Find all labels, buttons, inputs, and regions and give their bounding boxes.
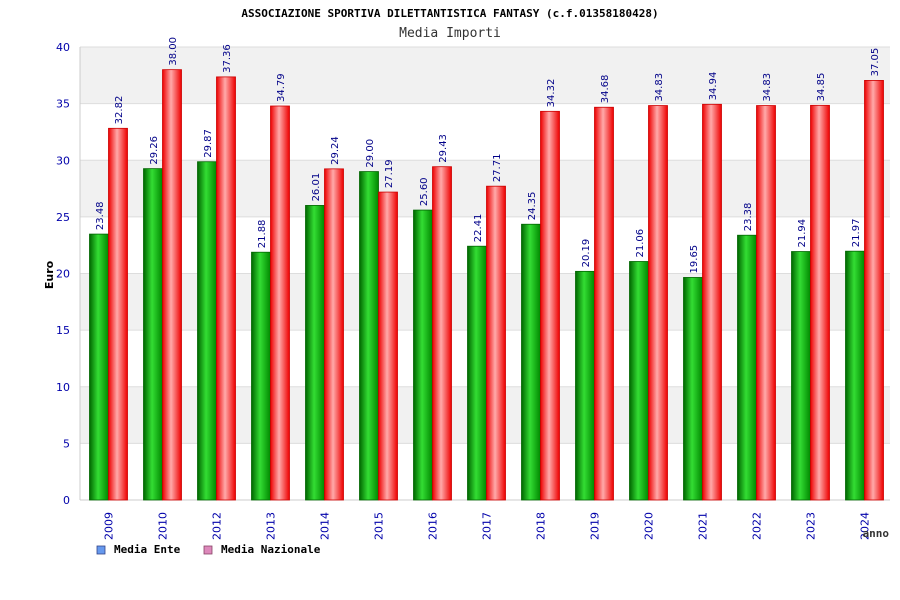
data-label: 23.48 (95, 201, 106, 230)
bar-nazionale-2015 (378, 191, 398, 501)
x-tick-label: 2022 (751, 512, 764, 540)
y-axis-label: Euro (43, 260, 56, 289)
grid-band (80, 47, 890, 104)
data-label: 21.97 (851, 219, 862, 248)
data-label: 26.01 (311, 173, 322, 202)
data-label: 34.68 (600, 75, 611, 104)
data-labels: 23.48 32.82 29.26 38.00 29.87 37.36 21.88 34.79… (95, 37, 881, 273)
bar-nazionale-2022 (756, 105, 776, 501)
data-label: 29.26 (149, 136, 160, 165)
chart-subtitle: Media Importi (399, 26, 501, 41)
data-label: 21.88 (257, 220, 268, 249)
x-axis-label: anno (863, 527, 890, 540)
bar-nazionale-2021 (702, 103, 722, 501)
data-label: 22.41 (473, 214, 484, 243)
x-tick-label: 2020 (643, 512, 656, 540)
x-tick-label: 2018 (535, 512, 548, 540)
data-label: 23.38 (743, 203, 754, 232)
bar-nazionale-2009 (108, 127, 128, 501)
data-label: 34.94 (708, 72, 719, 101)
data-label: 27.19 (384, 159, 395, 188)
bar-nazionale-2017 (486, 185, 506, 501)
chart-title: ASSOCIAZIONE SPORTIVA DILETTANTISTICA FA… (241, 7, 658, 20)
data-label: 34.85 (816, 73, 827, 102)
x-tick-label: 2017 (481, 512, 494, 540)
y-tick-label: 10 (56, 381, 70, 394)
data-label: 27.71 (492, 154, 503, 183)
x-tick-label: 2009 (103, 512, 116, 540)
bar-ente-2018 (521, 223, 541, 501)
x-tick-label: 2013 (265, 512, 278, 540)
y-tick-label: 5 (63, 437, 70, 450)
bar-ente-2021 (683, 277, 703, 501)
bar-ente-2009 (89, 233, 109, 501)
bar-nazionale-2018 (540, 110, 560, 501)
bar-nazionale-2023 (810, 104, 830, 501)
y-tick-label: 20 (56, 268, 70, 281)
y-tick-label: 15 (56, 324, 70, 337)
y-axis-ticks: 0 5 10 15 20 25 30 35 40 (56, 41, 70, 507)
data-label: 29.43 (438, 134, 449, 163)
data-label: 21.06 (635, 229, 646, 258)
data-label: 25.60 (419, 177, 430, 206)
data-label: 34.83 (762, 73, 773, 102)
x-tick-label: 2024 (859, 512, 872, 540)
data-label: 21.94 (797, 219, 808, 248)
data-label: 32.82 (114, 96, 125, 125)
bar-nazionale-2013 (270, 105, 290, 501)
data-label: 37.05 (870, 48, 881, 77)
bar-ente-2014 (305, 205, 325, 501)
bar-nazionale-2010 (162, 69, 182, 501)
data-label: 34.32 (546, 79, 557, 108)
legend-swatch-nazionale (203, 545, 213, 555)
data-label: 38.00 (168, 37, 179, 66)
x-tick-label: 2012 (211, 512, 224, 540)
data-label: 34.79 (276, 73, 287, 102)
data-label: 29.87 (203, 129, 214, 158)
x-tick-label: 2015 (373, 512, 386, 540)
bar-nazionale-2019 (594, 106, 614, 501)
data-label: 20.19 (581, 239, 592, 268)
bar-nazionale-2020 (648, 105, 668, 501)
x-tick-label: 2023 (805, 512, 818, 540)
data-label: 37.36 (222, 44, 233, 73)
data-label: 29.24 (330, 136, 341, 165)
legend-swatch-ente (96, 545, 106, 555)
y-tick-label: 40 (56, 41, 70, 54)
bar-ente-2023 (791, 251, 811, 501)
bar-ente-2010 (143, 168, 163, 501)
y-tick-label: 0 (63, 494, 70, 507)
bar-ente-2017 (467, 245, 487, 501)
bars (89, 69, 884, 501)
x-tick-label: 2019 (589, 512, 602, 540)
data-label: 19.65 (689, 245, 700, 274)
legend-label-nazionale: Media Nazionale (221, 543, 321, 556)
bar-ente-2016 (413, 209, 433, 501)
bar-ente-2015 (359, 171, 379, 501)
data-label: 34.83 (654, 73, 665, 102)
bar-nazionale-2016 (432, 166, 452, 501)
bar-ente-2019 (575, 270, 595, 501)
x-axis-ticks: 2009 2010 2012 2013 2014 2015 2016 2017 2018 2019… (103, 512, 872, 540)
legend-label-ente: Media Ente (114, 543, 181, 556)
y-tick-label: 35 (56, 98, 70, 111)
bar-ente-2013 (251, 251, 271, 501)
x-tick-label: 2014 (319, 512, 332, 540)
x-tick-label: 2010 (157, 512, 170, 540)
bar-nazionale-2024 (864, 80, 884, 501)
bar-ente-2020 (629, 261, 649, 501)
bar-nazionale-2012 (216, 76, 236, 501)
bar-ente-2022 (737, 234, 757, 501)
bar-ente-2024 (845, 250, 865, 501)
data-label: 24.35 (527, 192, 538, 221)
y-tick-label: 25 (56, 211, 70, 224)
bar-nazionale-2014 (324, 168, 344, 501)
y-tick-label: 30 (56, 154, 70, 167)
data-label: 29.00 (365, 139, 376, 168)
x-tick-label: 2021 (697, 512, 710, 540)
legend: Media Ente Media Nazionale (96, 543, 321, 556)
bar-ente-2012 (197, 161, 217, 501)
x-tick-label: 2016 (427, 512, 440, 540)
